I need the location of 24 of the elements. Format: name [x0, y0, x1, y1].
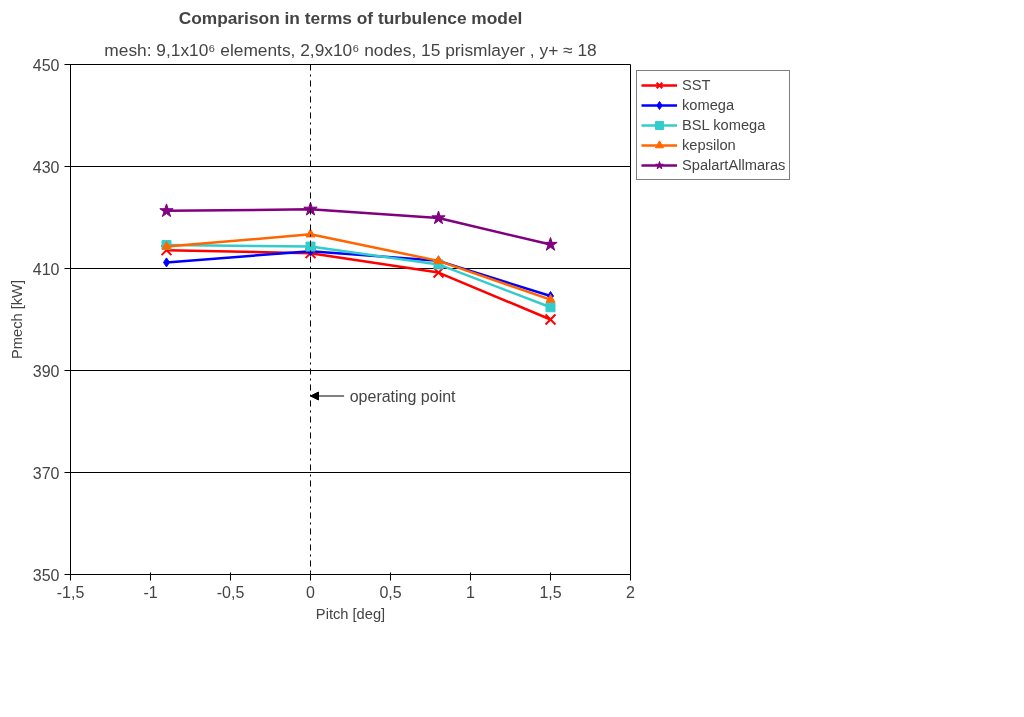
x-tick-label: 0,5 [379, 583, 402, 601]
y-tick-label: 390 [32, 362, 60, 380]
x-tick-label: 0 [306, 583, 316, 601]
y-tick-label: 350 [32, 566, 60, 584]
x-tick-label: -1,5 [56, 583, 85, 601]
x-tick-label: 1 [466, 583, 476, 601]
chart-subtitle: mesh: 9,1x10⁶ elements, 2,9x10⁶ nodes, 15 prismlayer , y+ ≈ 18 [104, 39, 597, 60]
y-axis-title: Pmech [kW] [8, 280, 25, 359]
x-tick-label: 2 [626, 583, 636, 601]
annotation: operating point [349, 387, 457, 405]
x-tick-label: -0,5 [216, 583, 245, 601]
legend-label: komega [682, 97, 735, 113]
legend-label: BSL komega [682, 117, 766, 133]
legend-label: SST [682, 77, 711, 93]
y-tick-label: 450 [32, 56, 60, 74]
y-tick-label: 410 [32, 260, 60, 278]
x-tick-label: -1 [143, 583, 158, 601]
x-tick-label: 1,5 [539, 583, 562, 601]
chart-title: Comparison in terms of turbulence model [178, 7, 523, 28]
legend-label: kepsilon [682, 137, 736, 153]
y-tick-label: 370 [32, 464, 60, 482]
legend-label: SpalartAllmaras [682, 157, 786, 173]
x-axis-title: Pitch [deg] [315, 605, 386, 622]
y-tick-label: 430 [32, 158, 60, 176]
